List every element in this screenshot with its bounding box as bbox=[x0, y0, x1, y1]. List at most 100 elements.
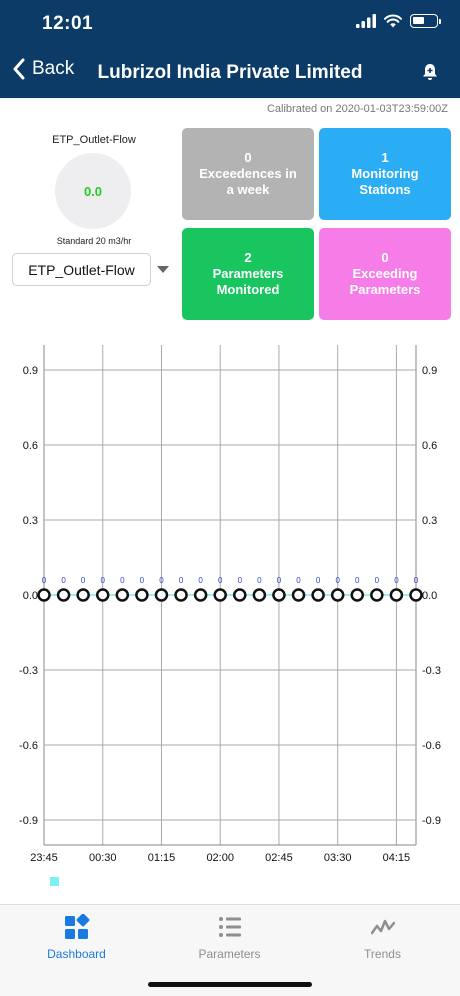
x-tick-label: 00:30 bbox=[89, 852, 117, 864]
tab-dashboard[interactable]: Dashboard bbox=[0, 913, 153, 961]
parameters-monitored-tile[interactable]: 2 Parameters Monitored bbox=[182, 228, 314, 320]
data-label: 0 bbox=[238, 576, 243, 585]
tile-number: 0 bbox=[244, 150, 252, 165]
data-point bbox=[174, 588, 188, 602]
y-tick-label-right: -0.3 bbox=[422, 665, 441, 677]
y-tick-label-left: 0.0 bbox=[23, 590, 38, 602]
y-tick-label-left: -0.9 bbox=[19, 815, 38, 827]
data-label: 0 bbox=[42, 576, 47, 585]
x-tick-label: 02:00 bbox=[206, 852, 234, 864]
tab-parameters[interactable]: Parameters bbox=[153, 913, 306, 961]
data-point bbox=[154, 588, 169, 602]
wifi-icon bbox=[384, 14, 402, 28]
gauge-standard: Standard 20 m3/hr bbox=[56, 236, 132, 246]
tile-label: Monitoring Stations bbox=[351, 166, 419, 197]
data-point bbox=[252, 588, 267, 602]
trends-icon bbox=[370, 919, 395, 935]
list-icon bbox=[218, 917, 241, 937]
x-tick-label: 04:15 bbox=[383, 852, 411, 864]
data-label: 0 bbox=[355, 576, 360, 585]
data-label: 0 bbox=[277, 576, 282, 585]
home-indicator bbox=[148, 982, 312, 987]
data-point bbox=[135, 588, 149, 602]
data-label: 0 bbox=[296, 576, 301, 585]
y-tick-label-right: -0.9 bbox=[422, 815, 441, 827]
tab-label: Trends bbox=[364, 947, 401, 961]
data-label: 0 bbox=[218, 576, 223, 585]
signal-icon bbox=[356, 14, 376, 28]
data-point bbox=[330, 588, 345, 602]
data-point bbox=[95, 588, 110, 602]
data-label: 0 bbox=[414, 576, 419, 585]
tile-label: Exceedences in a week bbox=[199, 166, 297, 197]
data-label: 0 bbox=[375, 576, 380, 585]
x-tick-label: 01:15 bbox=[148, 852, 176, 864]
data-label: 0 bbox=[61, 576, 66, 585]
tile-label: Exceeding Parameters bbox=[349, 266, 421, 297]
dashboard-icon bbox=[64, 914, 89, 939]
data-point bbox=[311, 588, 325, 602]
back-label: Back bbox=[32, 58, 75, 79]
data-label: 0 bbox=[140, 576, 145, 585]
y-tick-label-right: 0.6 bbox=[422, 440, 437, 452]
parameter-dropdown[interactable]: ETP_Outlet-Flow bbox=[12, 253, 151, 286]
data-point bbox=[115, 588, 130, 602]
x-tick-label: 23:45 bbox=[30, 852, 58, 864]
status-icons bbox=[356, 14, 441, 28]
trend-chart: 0.9 0.9 0.6 0.6 0.3 0.3 0.0 0.0 -0.3 -0.3 -0.6 -0.6… bbox=[0, 330, 460, 890]
chevron-left-icon bbox=[13, 58, 25, 80]
data-point bbox=[233, 588, 247, 602]
gauge-label: ETP_Outlet-Flow bbox=[52, 134, 136, 146]
y-tick-label-right: 0.0 bbox=[422, 590, 437, 602]
data-point bbox=[409, 588, 423, 602]
app-header: 12:01 Back Lubrizol India Private Limite… bbox=[0, 0, 460, 98]
data-point bbox=[272, 588, 286, 602]
data-label: 0 bbox=[120, 576, 125, 585]
data-label: 0 bbox=[316, 576, 321, 585]
monitoring-stations-tile[interactable]: 1 Monitoring Stations bbox=[319, 128, 451, 220]
data-point bbox=[56, 588, 71, 602]
data-point bbox=[291, 588, 306, 602]
data-point bbox=[37, 588, 51, 602]
data-point bbox=[193, 588, 208, 602]
gauge: 0.0 bbox=[55, 153, 131, 229]
tab-label: Dashboard bbox=[47, 947, 106, 961]
tile-label: Parameters Monitored bbox=[212, 266, 284, 297]
y-tick-label-left: 0.6 bbox=[23, 440, 38, 452]
tab-bar: Dashboard Parameters Trends bbox=[0, 904, 460, 996]
data-label: 0 bbox=[335, 576, 340, 585]
tab-label: Parameters bbox=[198, 947, 261, 961]
battery-icon bbox=[410, 14, 441, 28]
data-label: 0 bbox=[257, 576, 262, 585]
dropdown-arrow-icon[interactable] bbox=[157, 266, 169, 273]
y-tick-label-left: -0.6 bbox=[19, 740, 38, 752]
y-tick-label-right: 0.3 bbox=[422, 515, 437, 527]
data-point bbox=[76, 588, 90, 602]
x-tick-label: 03:30 bbox=[324, 852, 352, 864]
legend-swatch bbox=[50, 877, 59, 886]
y-tick-label-left: -0.3 bbox=[19, 665, 38, 677]
y-tick-label-left: 0.9 bbox=[23, 365, 38, 377]
page-title: Lubrizol India Private Limited bbox=[97, 62, 363, 83]
tile-number: 2 bbox=[244, 250, 252, 265]
back-button[interactable]: Back bbox=[12, 58, 74, 80]
data-point bbox=[370, 588, 384, 602]
exceeding-parameters-tile[interactable]: 0 Exceeding Parameters bbox=[319, 228, 451, 320]
calibration-text: Calibrated on 2020-01-03T23:59:00Z bbox=[266, 103, 448, 115]
data-point bbox=[350, 588, 365, 602]
y-tick-label-left: 0.3 bbox=[23, 515, 38, 527]
y-tick-label-right: 0.9 bbox=[422, 365, 437, 377]
gauge-value: 0.0 bbox=[83, 183, 103, 199]
data-label: 0 bbox=[159, 576, 164, 585]
tile-number: 1 bbox=[381, 150, 389, 165]
data-point bbox=[213, 588, 227, 602]
data-label: 0 bbox=[198, 576, 203, 585]
bell-add-icon[interactable] bbox=[422, 63, 438, 81]
dropdown-value: ETP_Outlet-Flow bbox=[28, 261, 135, 278]
y-tick-label-right: -0.6 bbox=[422, 740, 441, 752]
exceedences-tile[interactable]: 0 Exceedences in a week bbox=[182, 128, 314, 220]
data-label: 0 bbox=[394, 576, 399, 585]
tab-trends[interactable]: Trends bbox=[306, 913, 459, 961]
data-label: 0 bbox=[81, 576, 86, 585]
status-time: 12:01 bbox=[42, 13, 94, 34]
